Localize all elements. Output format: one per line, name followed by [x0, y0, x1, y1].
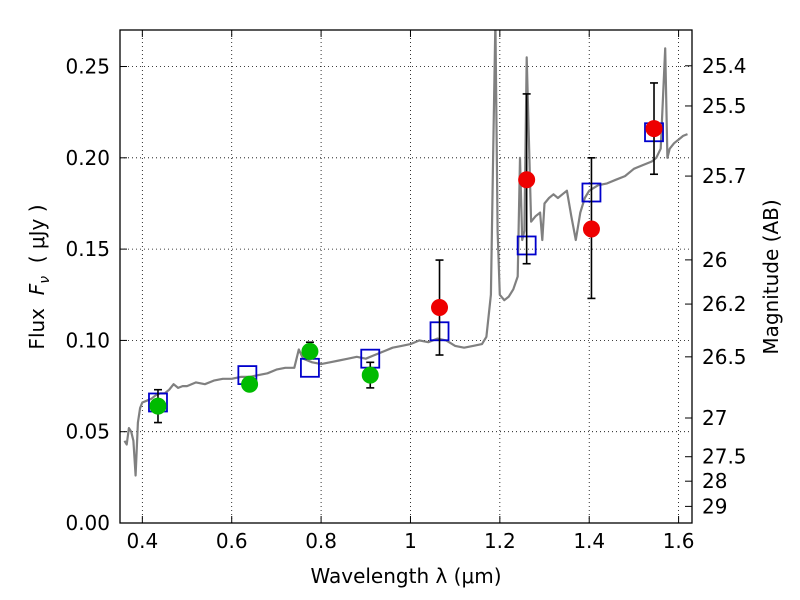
magnitude-tick-label: 25.4: [702, 54, 747, 78]
y-tick-label: 0.05: [65, 420, 110, 444]
grid: [120, 30, 692, 524]
observed-point: [149, 397, 167, 415]
spectrum-line: [123, 30, 688, 477]
magnitude-tick-label: 29: [702, 494, 727, 518]
magnitude-tick-label: 25.7: [702, 164, 747, 188]
magnitude-tick-label: 28: [702, 469, 727, 493]
magnitude-axis-title: Magnitude (AB): [759, 199, 783, 354]
y-tick-label: 0.15: [65, 237, 110, 261]
observed-point: [431, 299, 449, 317]
observed-point: [361, 366, 379, 384]
y-axis: 0.00 0.05 0.10 0.15 0.20 0.25: [65, 55, 127, 535]
model-spectrum: [123, 30, 688, 477]
magnitude-tick-label: 26.2: [702, 292, 747, 316]
x-tick-label: 1.2: [484, 529, 516, 553]
x-tick-label: 0.4: [126, 529, 158, 553]
x-tick-label: 0.8: [305, 529, 337, 553]
observed-point: [645, 120, 663, 138]
x-axis: 0.4 0.6 0.8 1 1.2 1.4 1.6: [126, 30, 695, 553]
observed-point: [301, 342, 319, 360]
x-tick-label: 1.4: [573, 529, 605, 553]
y-tick-label: 0.10: [65, 328, 110, 352]
observed-point: [518, 171, 536, 189]
y-axis-title: Flux Fν ( μJy ): [25, 204, 53, 349]
x-tick-label: 0.6: [216, 529, 248, 553]
magnitude-tick-label: 27: [702, 406, 727, 430]
y-tick-label: 0.25: [65, 55, 110, 79]
magnitude-tick-label: 26: [702, 248, 727, 272]
y-tick-label: 0.20: [65, 146, 110, 170]
y-tick-label: 0.00: [65, 511, 110, 535]
magnitude-tick-label: 26.5: [702, 345, 747, 369]
model-photometry: [148, 122, 664, 413]
observed-photometry: [149, 82, 663, 424]
observed-point: [241, 375, 259, 393]
magnitude-tick-label: 27.5: [702, 445, 747, 469]
plot-frame: [119, 29, 693, 524]
x-tick-label: 1.6: [663, 529, 695, 553]
x-axis-title: Wavelength λ (μm): [310, 564, 501, 588]
x-tick-label: 1: [404, 529, 417, 553]
magnitude-tick-label: 25.5: [702, 94, 747, 118]
observed-point: [582, 220, 600, 238]
